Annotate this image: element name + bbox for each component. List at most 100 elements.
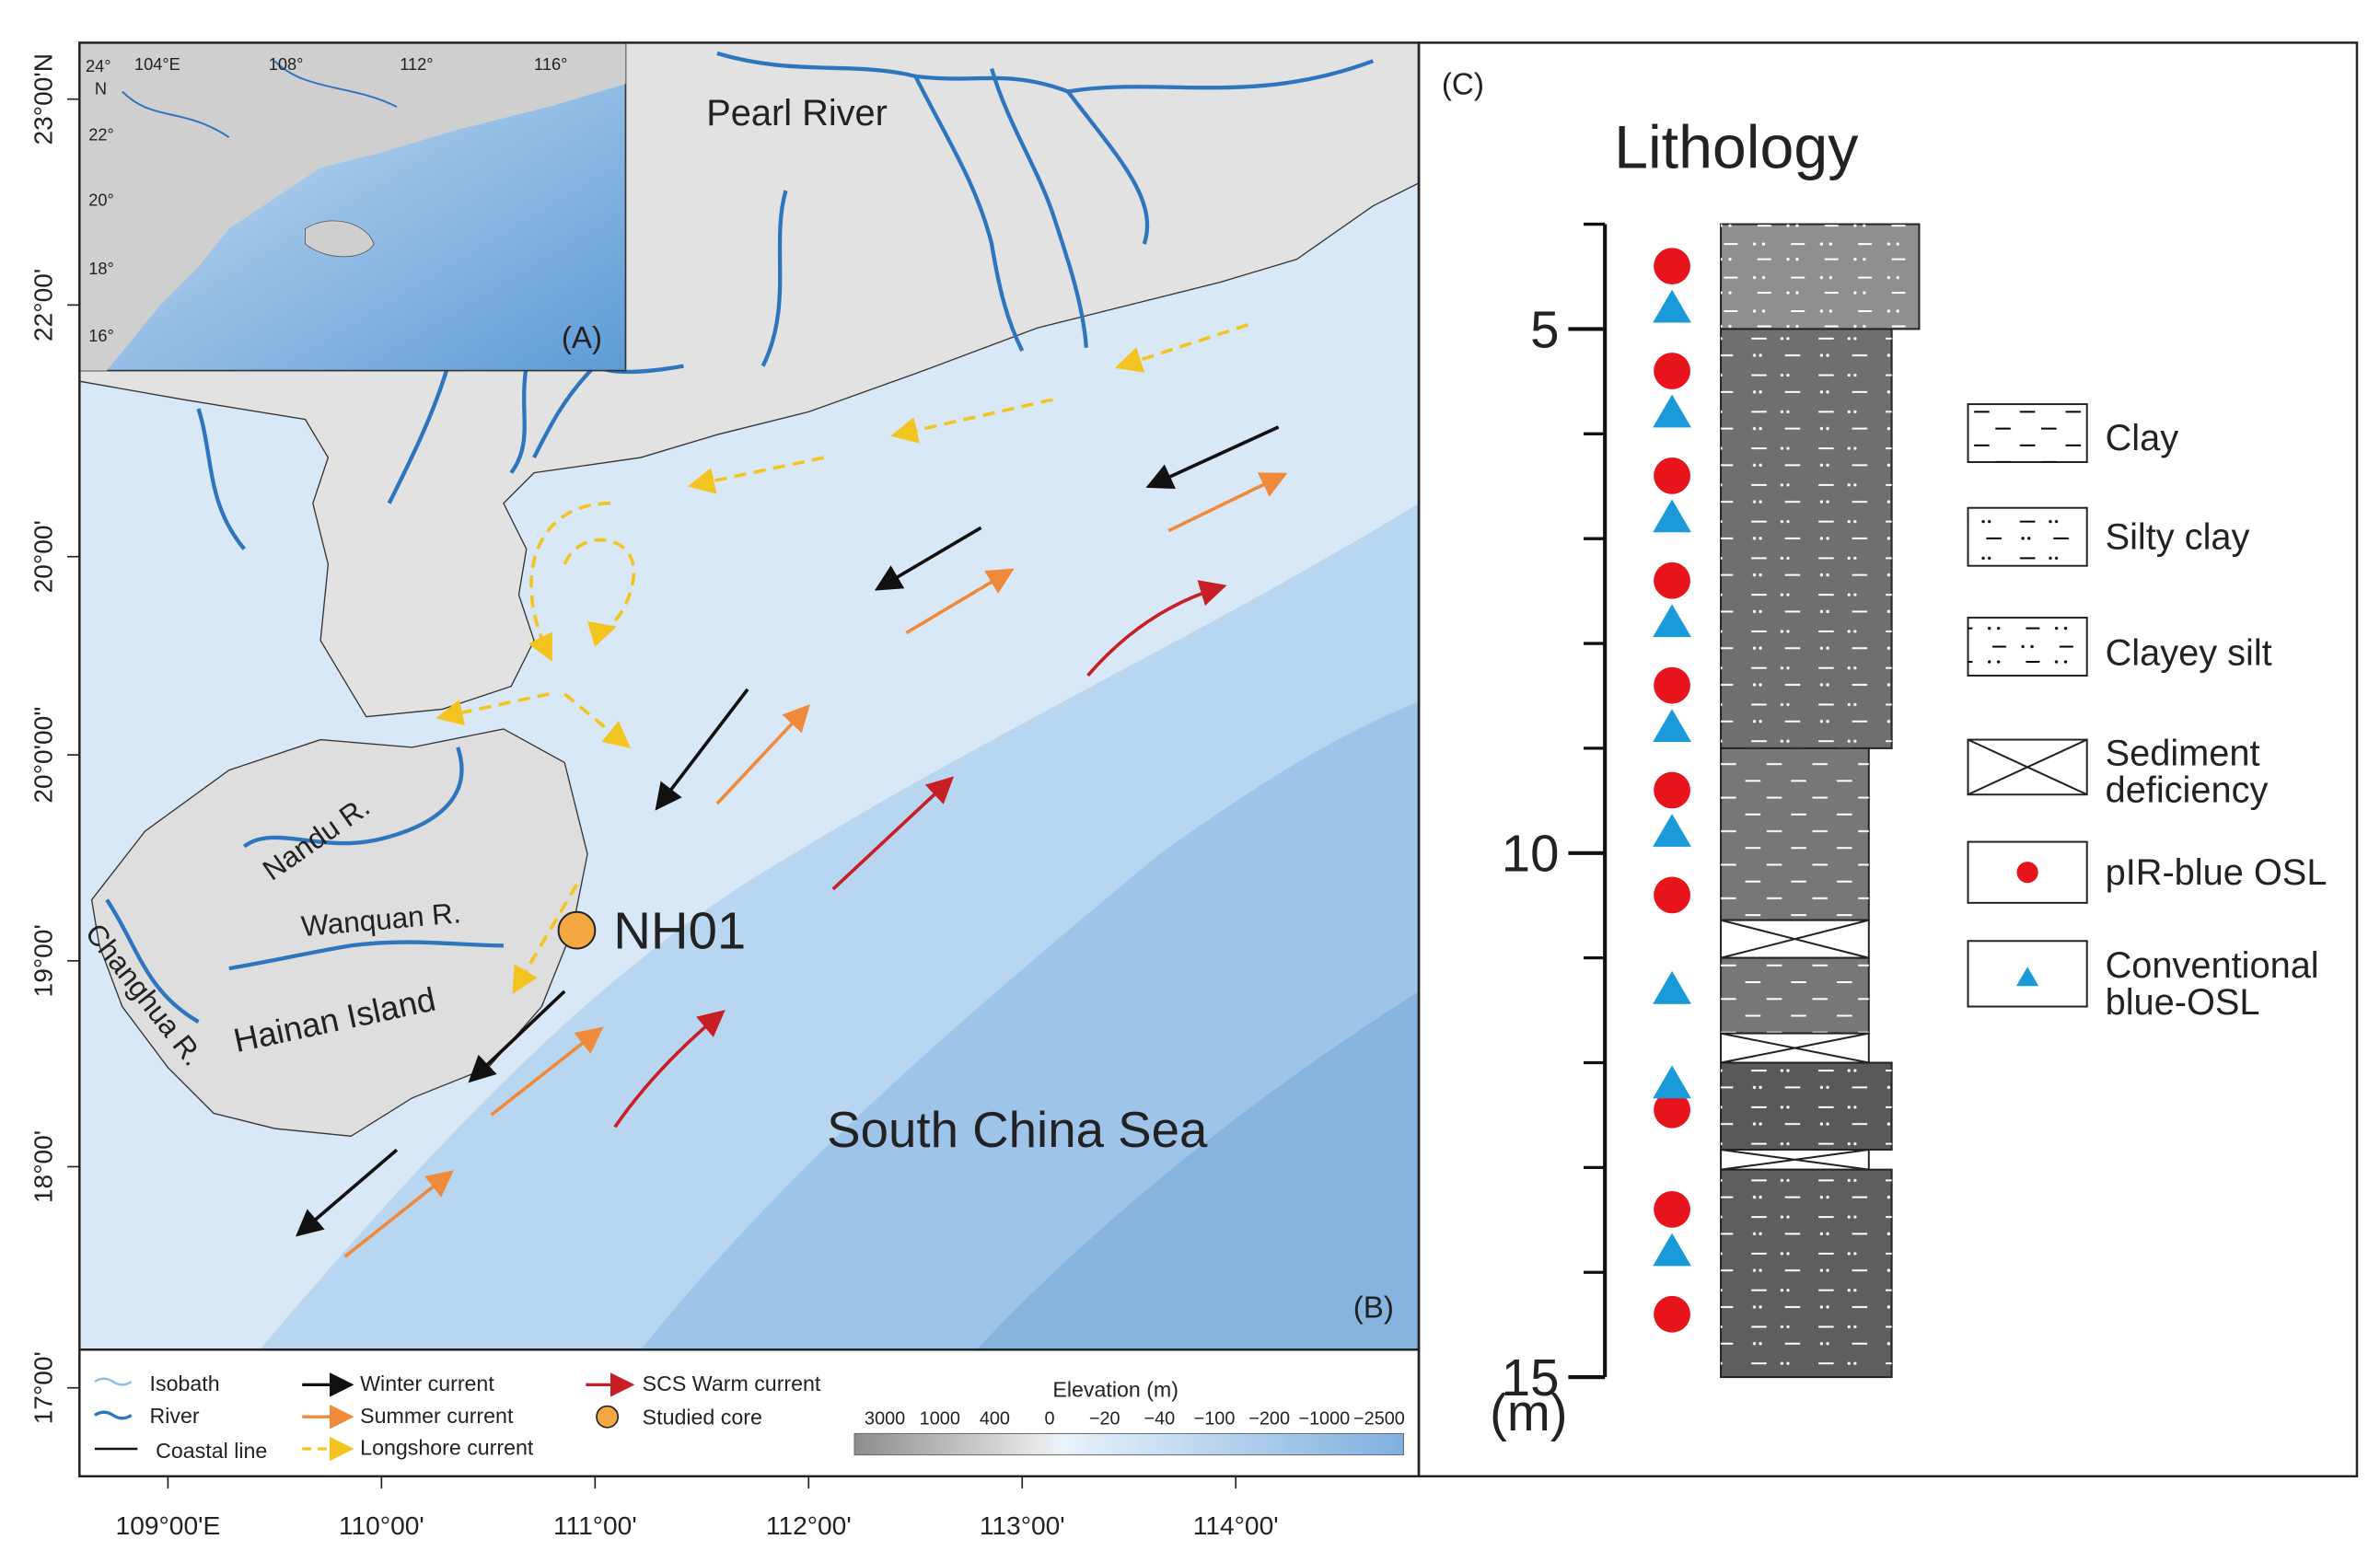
pir-sample bbox=[1654, 353, 1690, 389]
legend-swatch bbox=[1968, 507, 2087, 566]
depth-label: 15 bbox=[1502, 1348, 1560, 1406]
map-legend: Coastal line bbox=[156, 1439, 267, 1463]
lon-label: 112°00' bbox=[766, 1511, 852, 1540]
legend-cross bbox=[1968, 738, 2088, 796]
elevation-label: −1000 bbox=[1298, 1408, 1350, 1429]
lat-label: 19°00' bbox=[29, 924, 58, 997]
layer-pattern bbox=[1721, 1062, 1892, 1151]
pir-sample bbox=[1654, 248, 1690, 284]
pir-sample bbox=[1654, 771, 1690, 809]
river bbox=[105, 898, 200, 1024]
longshore-current bbox=[1115, 323, 1249, 373]
elevation-label: 3000 bbox=[865, 1408, 905, 1429]
map-body bbox=[79, 42, 1420, 1350]
legend-label: Clayey silt bbox=[2106, 632, 2272, 673]
winter-current bbox=[655, 688, 749, 811]
summer-current bbox=[1167, 472, 1288, 533]
lat-label: 22°00' bbox=[29, 269, 58, 341]
inset-label: 18° bbox=[88, 260, 114, 278]
conventional-sample bbox=[1653, 289, 1691, 323]
pir-sample bbox=[1654, 666, 1690, 704]
depth-label: 5 bbox=[1530, 300, 1559, 358]
layer-pattern bbox=[1721, 329, 1892, 748]
winter-current bbox=[296, 1148, 399, 1237]
map-legend: Elevation (m) bbox=[1052, 1378, 1178, 1402]
deficiency-cross bbox=[1720, 1149, 1869, 1171]
elevation-label: −20 bbox=[1089, 1408, 1120, 1429]
inset-label: N bbox=[95, 80, 107, 98]
legend-dot bbox=[2016, 862, 2038, 884]
warm-current bbox=[831, 776, 955, 891]
map-legend: Winter current bbox=[360, 1372, 494, 1395]
summer-current bbox=[343, 472, 1288, 1258]
inset-label: 22° bbox=[88, 125, 114, 144]
lithology-title: Lithology bbox=[1614, 113, 1858, 181]
lon-label: 113°00' bbox=[980, 1511, 1065, 1540]
warm-current bbox=[613, 580, 1227, 1129]
map-legend bbox=[94, 1377, 133, 1386]
map-legend: SCS Warm current bbox=[643, 1372, 821, 1395]
inset-map bbox=[122, 60, 398, 138]
legend-label: Conventional blue-OSL bbox=[2106, 945, 2319, 1023]
core-label: NH01 bbox=[613, 902, 746, 960]
hainan-island bbox=[90, 728, 588, 1138]
lat-label: 17°00' bbox=[29, 1351, 58, 1424]
longshore-current bbox=[435, 692, 551, 726]
lon-label: 111°00' bbox=[553, 1511, 637, 1540]
longshore-current bbox=[563, 538, 636, 647]
inset-map bbox=[79, 42, 626, 371]
elevation-label: −2500 bbox=[1353, 1408, 1405, 1429]
place-label: South China Sea bbox=[827, 1102, 1208, 1158]
warm-current bbox=[1086, 580, 1227, 677]
river bbox=[105, 51, 1375, 1024]
depth-unit: (m) bbox=[1490, 1383, 1567, 1441]
layer-pattern bbox=[1721, 224, 1920, 330]
pir-sample bbox=[1654, 1091, 1690, 1129]
river bbox=[716, 51, 1375, 94]
lithology-panel: (C) Lithology 5 10 15(m) Clay Silty clay Clay… bbox=[1417, 41, 2359, 1478]
map-panel: Pearl River South China Sea NH01 Hainan … bbox=[29, 41, 1421, 1540]
legend-label: Sediment deficiency bbox=[2106, 734, 2269, 811]
legend-triangle bbox=[2015, 966, 2039, 987]
pir-sample bbox=[1654, 876, 1690, 914]
layer-pattern bbox=[1721, 747, 1869, 920]
longshore-current bbox=[563, 692, 632, 749]
place-label: Pearl River bbox=[706, 93, 888, 133]
conventional-sample bbox=[1653, 970, 1691, 1004]
lon-label: 110°00' bbox=[339, 1511, 424, 1540]
river bbox=[760, 190, 788, 367]
panel-label: (B) bbox=[1353, 1291, 1394, 1325]
deep-sea bbox=[976, 990, 1420, 1350]
inset-label: 20° bbox=[88, 191, 114, 210]
legend-label: Clay bbox=[2106, 418, 2179, 458]
lat-label: 23°00'N bbox=[29, 53, 58, 145]
lat-label: 20°00' bbox=[29, 520, 58, 593]
longshore-current bbox=[890, 398, 1053, 444]
inset-map bbox=[79, 42, 627, 372]
map-legend: Isobath River Coastal line Winter curren… bbox=[93, 1372, 1405, 1463]
conventional-sample bbox=[1653, 1233, 1691, 1267]
summer-current bbox=[905, 568, 1015, 635]
conventional-sample bbox=[1653, 499, 1691, 533]
conventional-sample bbox=[1653, 814, 1691, 847]
inset-label: 24° bbox=[86, 57, 111, 75]
conventional-sample bbox=[1653, 709, 1691, 743]
legend-label: Silty clay bbox=[2106, 516, 2250, 557]
pir-sample bbox=[1654, 457, 1690, 494]
winter-current bbox=[468, 990, 566, 1083]
longshore-current bbox=[512, 884, 579, 994]
winter-current bbox=[1145, 425, 1280, 490]
pir-sample bbox=[1654, 1295, 1690, 1333]
map-legend: Isobath bbox=[150, 1372, 220, 1395]
legend-line: blue-OSL bbox=[2106, 982, 2260, 1023]
river bbox=[387, 357, 453, 504]
deficiency-cross bbox=[1720, 1032, 1869, 1064]
lon-label: 109°00'E bbox=[116, 1511, 221, 1540]
lat-label: 20°0'00" bbox=[29, 707, 58, 804]
layer-pattern bbox=[1721, 957, 1869, 1034]
panel-label: (A) bbox=[562, 321, 602, 355]
winter-current bbox=[296, 425, 1280, 1237]
map-legend: Longshore current bbox=[360, 1436, 534, 1460]
